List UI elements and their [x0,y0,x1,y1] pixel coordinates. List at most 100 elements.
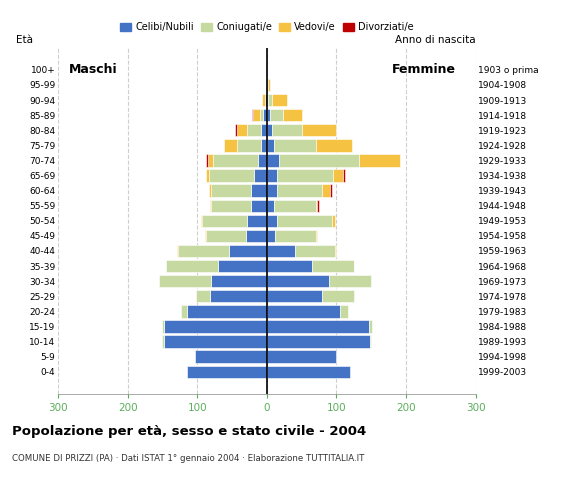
Bar [252,200,267,212]
Bar [271,94,287,106]
Bar [360,154,400,167]
Bar [164,320,267,333]
Bar [261,139,267,152]
Bar [237,124,247,136]
Bar [247,215,267,227]
Bar [277,215,332,227]
Bar [252,184,267,197]
Bar [210,200,211,212]
Bar [224,139,237,152]
Legend: Celibi/Nubili, Coniugati/e, Vedovi/e, Divorziati/e: Celibi/Nubili, Coniugati/e, Vedovi/e, Di… [116,18,418,36]
Bar [275,230,316,242]
Bar [261,124,267,136]
Bar [316,230,317,242]
Bar [270,109,283,121]
Bar [254,169,267,182]
Bar [181,305,187,318]
Bar [267,245,295,257]
Bar [211,275,267,288]
Bar [267,200,274,212]
Bar [267,79,268,91]
Bar [329,275,371,288]
Bar [267,290,322,302]
Text: Maschi: Maschi [68,63,117,76]
Bar [205,230,246,242]
Bar [211,200,252,212]
Bar [267,260,312,272]
Bar [274,200,316,212]
Bar [267,94,268,106]
Bar [166,260,218,272]
Bar [195,350,267,363]
Bar [196,290,210,302]
Bar [268,79,270,91]
Bar [370,336,371,348]
Bar [211,184,252,197]
Bar [277,184,322,197]
Bar [267,336,370,348]
Bar [252,109,253,121]
Bar [266,79,267,91]
Bar [209,184,211,197]
Bar [268,94,271,106]
Bar [267,365,350,378]
Bar [343,169,345,182]
Bar [209,169,254,182]
Bar [267,154,280,167]
Bar [267,184,277,197]
Bar [247,124,261,136]
Bar [235,124,237,136]
Bar [267,169,277,182]
Bar [332,215,335,227]
Bar [202,215,247,227]
Bar [273,124,302,136]
Bar [246,230,267,242]
Bar [283,109,302,121]
Bar [274,139,316,152]
Bar [316,139,351,152]
Bar [253,109,260,121]
Bar [333,169,343,182]
Bar [177,245,229,257]
Bar [259,154,267,167]
Bar [267,320,369,333]
Bar [162,336,164,348]
Bar [277,169,333,182]
Text: Popolazione per età, sesso e stato civile - 2004: Popolazione per età, sesso e stato civil… [12,425,366,438]
Bar [267,350,336,363]
Bar [316,200,317,212]
Bar [205,169,209,182]
Text: Anno di nascita: Anno di nascita [395,35,476,45]
Bar [322,290,354,302]
Bar [266,94,267,106]
Bar [267,305,340,318]
Bar [267,230,275,242]
Bar [280,154,360,167]
Bar [295,245,335,257]
Bar [262,94,266,106]
Bar [210,290,267,302]
Bar [159,275,211,288]
Bar [266,64,267,76]
Bar [322,184,330,197]
Bar [267,275,329,288]
Bar [229,245,267,257]
Bar [206,154,208,167]
Bar [267,124,273,136]
Bar [162,320,164,333]
Bar [237,139,261,152]
Bar [335,245,336,257]
Bar [267,215,277,227]
Bar [312,260,354,272]
Bar [263,109,267,121]
Bar [213,154,259,167]
Bar [317,200,319,212]
Text: COMUNE DI PRIZZI (PA) · Dati ISTAT 1° gennaio 2004 · Elaborazione TUTTITALIA.IT: COMUNE DI PRIZZI (PA) · Dati ISTAT 1° ge… [12,454,364,463]
Bar [267,139,274,152]
Bar [267,109,270,121]
Bar [208,154,213,167]
Text: Femmine: Femmine [392,63,456,76]
Bar [330,184,332,197]
Bar [187,305,267,318]
Bar [260,109,263,121]
